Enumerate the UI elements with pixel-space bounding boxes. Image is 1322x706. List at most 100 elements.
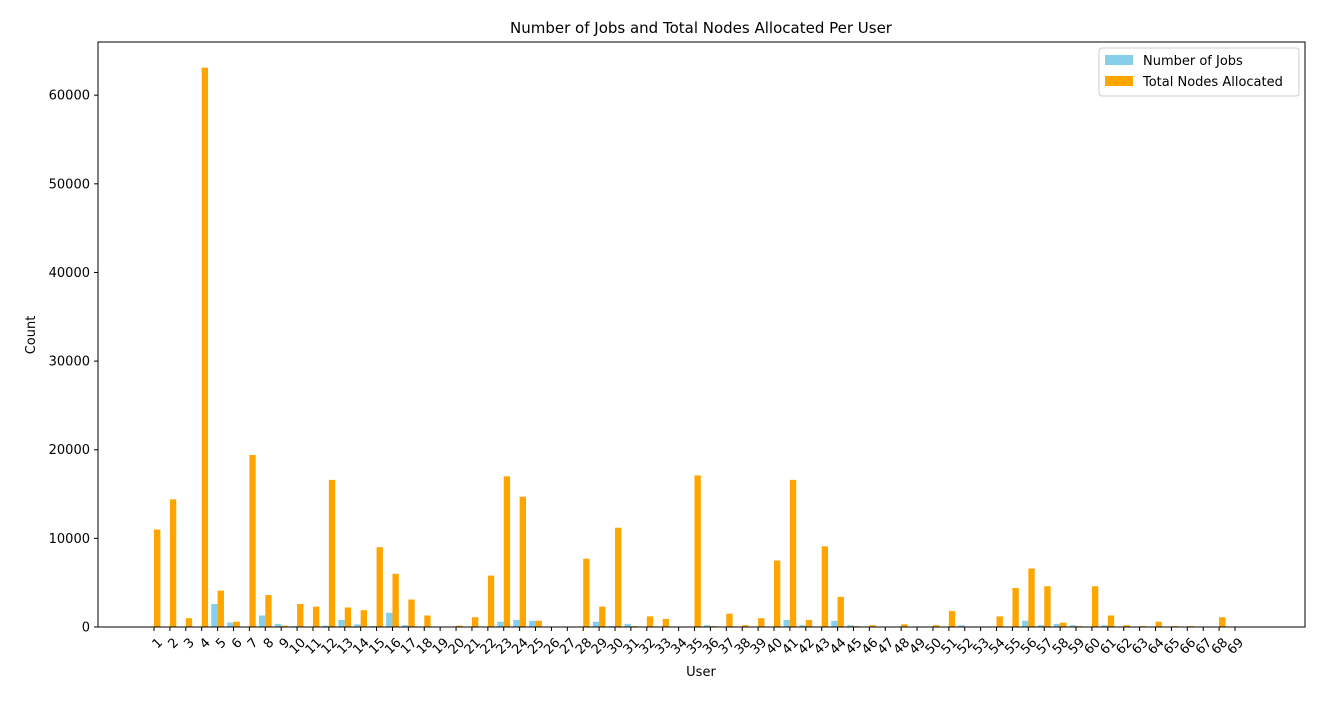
bar-nodes-user-28 (583, 558, 590, 627)
y-axis: 0 10000 20000 30000 40000 50000 60000 (49, 89, 98, 636)
bar-nodes-user-8 (265, 595, 272, 627)
bar-nodes-user-24 (519, 496, 526, 627)
bar-nodes-user-64 (1155, 621, 1162, 627)
bar-nodes-user-20 (456, 625, 463, 627)
bar-nodes-user-11 (312, 606, 320, 627)
bar-nodes-user-23 (503, 476, 511, 627)
bar-jobs-user-9 (274, 623, 282, 627)
x-tick-label-1: 1 (150, 635, 166, 651)
bar-nodes-user-37 (726, 613, 733, 627)
bar-jobs-user-52 (958, 625, 965, 627)
x-tick-label-4: 4 (197, 635, 213, 651)
bar-jobs-user-41 (783, 619, 790, 627)
y-tick-label: 0 (82, 621, 90, 636)
plot-frame (97, 41, 1306, 628)
x-tick-label-2: 2 (165, 635, 181, 651)
plot-area (147, 67, 1242, 627)
legend-box (1098, 47, 1300, 97)
y-tick-label: 60000 (49, 89, 90, 104)
bar-nodes-user-6 (233, 621, 240, 627)
bar-nodes-user-43 (821, 546, 829, 627)
bar-nodes-user-42 (805, 619, 813, 627)
bar-nodes-user-21 (471, 617, 479, 627)
x-axis-label: User (686, 665, 716, 680)
bar-jobs-user-31 (624, 623, 631, 627)
bar-nodes-user-55 (1012, 588, 1019, 627)
bar-nodes-user-50 (932, 625, 940, 627)
y-tick-label: 30000 (49, 355, 90, 370)
bar-nodes-user-16 (392, 573, 399, 627)
bar-jobs-user-8 (258, 615, 266, 627)
legend-label-nodes: Total Nodes Allocated (1142, 75, 1283, 90)
bar-nodes-user-29 (599, 606, 606, 627)
bar-nodes-user-40 (773, 560, 781, 627)
chart-title: Number of Jobs and Total Nodes Allocated… (510, 19, 893, 37)
bar-jobs-user-5 (211, 603, 218, 627)
bar-jobs-user-59 (1069, 625, 1077, 627)
x-axis: 1 2 3 4 5 6 7 8 91011121314151617181920212223242… (150, 627, 1247, 658)
bar-nodes-user-22 (487, 575, 495, 627)
bar-jobs-user-13 (338, 619, 345, 627)
bar-nodes-user-30 (615, 527, 622, 627)
bar-nodes-user-4 (201, 67, 209, 627)
y-tick-label: 40000 (49, 266, 90, 281)
bar-nodes-user-17 (408, 599, 415, 627)
bar-nodes-user-9 (281, 625, 288, 627)
bar-nodes-user-13 (344, 607, 352, 627)
y-tick-label: 10000 (49, 532, 90, 547)
legend-swatch-nodes (1105, 76, 1133, 86)
legend: Number of Jobs Total Nodes Allocated (1098, 47, 1300, 97)
bar-nodes-user-44 (837, 596, 844, 627)
y-axis-label: Count (24, 316, 39, 355)
bar-nodes-user-68 (1219, 617, 1226, 627)
bar-nodes-user-2 (169, 499, 177, 627)
bar-nodes-user-35 (694, 475, 701, 627)
legend-swatch-jobs (1105, 55, 1133, 65)
x-tick-label-8: 8 (261, 635, 277, 651)
bar-jobs-user-24 (513, 619, 520, 627)
bar-jobs-user-12 (322, 625, 329, 627)
bar-nodes-user-10 (297, 603, 304, 627)
bar-nodes-user-60 (1091, 586, 1099, 627)
bar-jobs-user-57 (1037, 625, 1045, 627)
bar-jobs-user-61 (1101, 625, 1108, 627)
bar-nodes-user-12 (328, 479, 336, 627)
bar-nodes-user-62 (1123, 625, 1131, 627)
bar-jobs-user-29 (592, 621, 600, 627)
bar-nodes-user-5 (217, 590, 224, 627)
legend-label-jobs: Number of Jobs (1143, 54, 1243, 69)
bar-nodes-user-25 (535, 620, 542, 627)
bar-nodes-user-15 (376, 547, 383, 627)
bar-jobs-user-45 (847, 625, 854, 627)
bar-nodes-user-56 (1028, 568, 1035, 627)
bar-nodes-user-39 (758, 618, 765, 627)
bar-jobs-user-17 (401, 625, 409, 627)
bar-jobs-user-42 (799, 625, 806, 627)
bar-jobs-user-16 (386, 612, 393, 627)
bar-jobs-user-14 (354, 624, 361, 627)
bar-nodes-user-14 (360, 610, 368, 627)
x-tick-label-6: 6 (229, 635, 245, 651)
bar-jobs-user-6 (227, 622, 234, 627)
bar-nodes-user-48 (901, 624, 908, 627)
x-tick-label-7: 7 (245, 635, 261, 651)
bar-nodes-user-3 (185, 618, 193, 627)
x-tick-label-3: 3 (181, 635, 197, 651)
bar-nodes-user-1 (154, 529, 161, 627)
bar-nodes-user-41 (789, 479, 797, 627)
bar-nodes-user-32 (646, 616, 654, 627)
bar-nodes-user-58 (1060, 622, 1067, 627)
bar-nodes-user-54 (996, 616, 1003, 627)
bar-jobs-user-56 (1021, 620, 1029, 627)
bar-nodes-user-7 (249, 455, 256, 627)
bar-nodes-user-33 (662, 619, 670, 627)
y-tick-label: 50000 (49, 177, 90, 192)
bar-jobs-user-25 (529, 620, 536, 627)
x-tick-label-69: 69 (1225, 635, 1247, 657)
bar-jobs-user-58 (1053, 623, 1061, 627)
bar-jobs-user-23 (497, 621, 504, 627)
bar-nodes-user-61 (1107, 615, 1115, 627)
bar-nodes-user-57 (1044, 586, 1051, 627)
bar-nodes-user-18 (424, 615, 431, 627)
